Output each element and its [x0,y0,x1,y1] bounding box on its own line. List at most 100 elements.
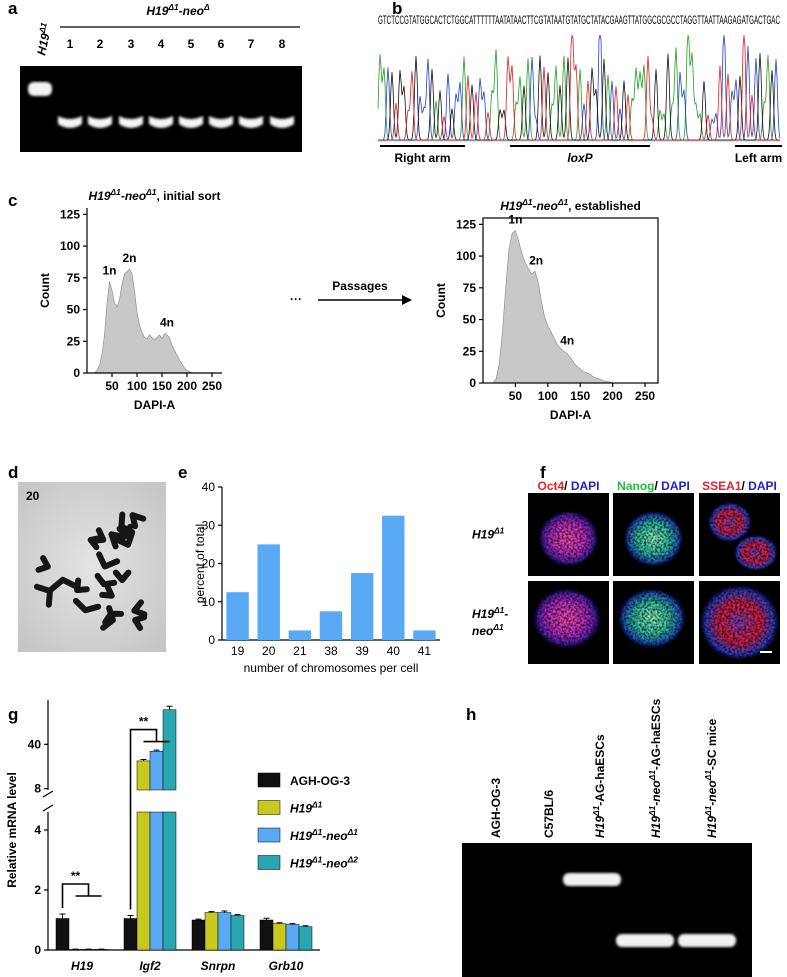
chromosome [99,584,115,599]
colony [699,584,780,661]
colony [532,588,601,649]
gel-band [58,116,82,128]
y-tick-label: 40 [28,737,42,751]
text-run: Δ1 [110,187,122,197]
bar [382,515,405,640]
chromosome [132,614,148,631]
text-run: Nanog [617,479,654,493]
text-run: Δ1 [311,800,323,810]
text-run: Δ1 [703,805,713,817]
gel-band [28,82,52,96]
y-tick-label: 125 [60,207,80,221]
x-tick-label: 250 [202,379,222,393]
error-bar [302,925,309,927]
x-tick-label: 250 [635,389,655,403]
text-run: -SC mice [705,718,719,770]
text-run: Δ2 [347,855,359,865]
x-tick-label: 100 [538,389,558,403]
text-run: Δ [203,2,210,12]
error-bar [127,915,134,919]
text-run: -AG-haESCs [649,698,663,770]
gel-band [119,116,143,128]
bar [285,924,300,951]
annotation: 4n [560,333,574,347]
text-run: / [655,479,662,493]
lane-number: 4 [158,37,165,51]
panel-label: d [8,463,18,482]
text-run: Δ1 [521,197,533,207]
lane-number: 7 [248,37,255,51]
gel-band [563,873,621,886]
text-run: Δ1 [311,855,323,865]
x-tick-label: H19 [71,959,93,973]
arrow-head [402,295,412,305]
gel-band [149,116,173,128]
y-tick-label: 0 [208,633,215,647]
lane-number: 8 [279,37,286,51]
text-run: Δ1 [347,827,359,837]
text-run: -neo [705,780,719,805]
text-run: H19 [593,816,607,838]
x-tick-label: 50 [105,379,119,393]
text-run: Δ1 [647,805,657,817]
bar [230,915,245,951]
annotation: 2n [529,253,543,267]
panel-label: c [8,191,17,210]
gel-title: H19Δ1-neoΔ [146,2,210,18]
plot-frame [482,217,659,384]
histogram-area [492,230,613,384]
text-run: / [564,479,571,493]
significance-label: ** [139,715,149,729]
lane-label: AGH-OG-3 [489,778,503,838]
y-tick-label: 40 [202,480,216,494]
text-run: H19 [705,816,719,838]
gel-band [616,934,674,947]
bar [149,811,164,951]
error-bar [140,759,147,761]
text-run: C57BL/6 [542,790,556,838]
lane-label: H19Δ1-AG-haESCs [591,734,607,838]
gel-band [270,116,294,128]
y-tick-label: 75 [463,281,477,295]
text-run: H19 [290,802,312,816]
x-axis-label: DAPI-A [134,398,176,412]
legend-swatch [257,772,281,788]
legend-label: H19Δ1-neoΔ1 [290,827,358,843]
y-tick-label: 8 [34,782,41,796]
text-run: neo [472,624,493,638]
text-run: , initial sort [156,189,220,203]
bar [226,592,249,640]
text-run: AGH-OG-3 [489,778,503,838]
text-run: Δ1 [591,805,601,817]
x-tick-label: 21 [293,644,307,658]
x-axis-label: number of chromosomes per cell [244,661,419,675]
text-run: H19 [472,607,494,621]
gel-band [678,934,736,947]
lane-label: C57BL/6 [542,790,556,838]
column-header: Nanog/ DAPI [617,479,690,493]
sequence: GTCTCCGTATGGCACTCTGGCATTTTTTAATATAACTTCG… [378,13,780,27]
text-run: H19 [146,4,168,18]
row-label: neoΔ1 [472,622,504,638]
annotation: 2n [122,251,136,265]
lane-label: H19Δ1-neoΔ1-AG-haESCs [647,698,663,838]
error-bar [276,922,283,924]
text-run: Δ1 [557,197,569,207]
error-bar [234,914,241,916]
text-run: DAPI [748,479,777,493]
annotation: 1n [508,213,522,227]
x-tick-label: 38 [324,644,338,658]
region-label: loxP [567,151,593,165]
text-run: AGH-OG-3 [290,774,350,788]
gel [462,843,752,977]
column-header: SSEA1/ DAPI [702,479,777,493]
chromosome [87,535,103,551]
lane-number: 5 [188,37,195,51]
y-tick-label: 10 [202,595,216,609]
panel-label: e [178,463,187,482]
error-bar [153,749,160,752]
chromatogram-trace [377,34,780,141]
panel-label: b [392,0,402,18]
text-run: -AG-haESCs [593,734,607,806]
